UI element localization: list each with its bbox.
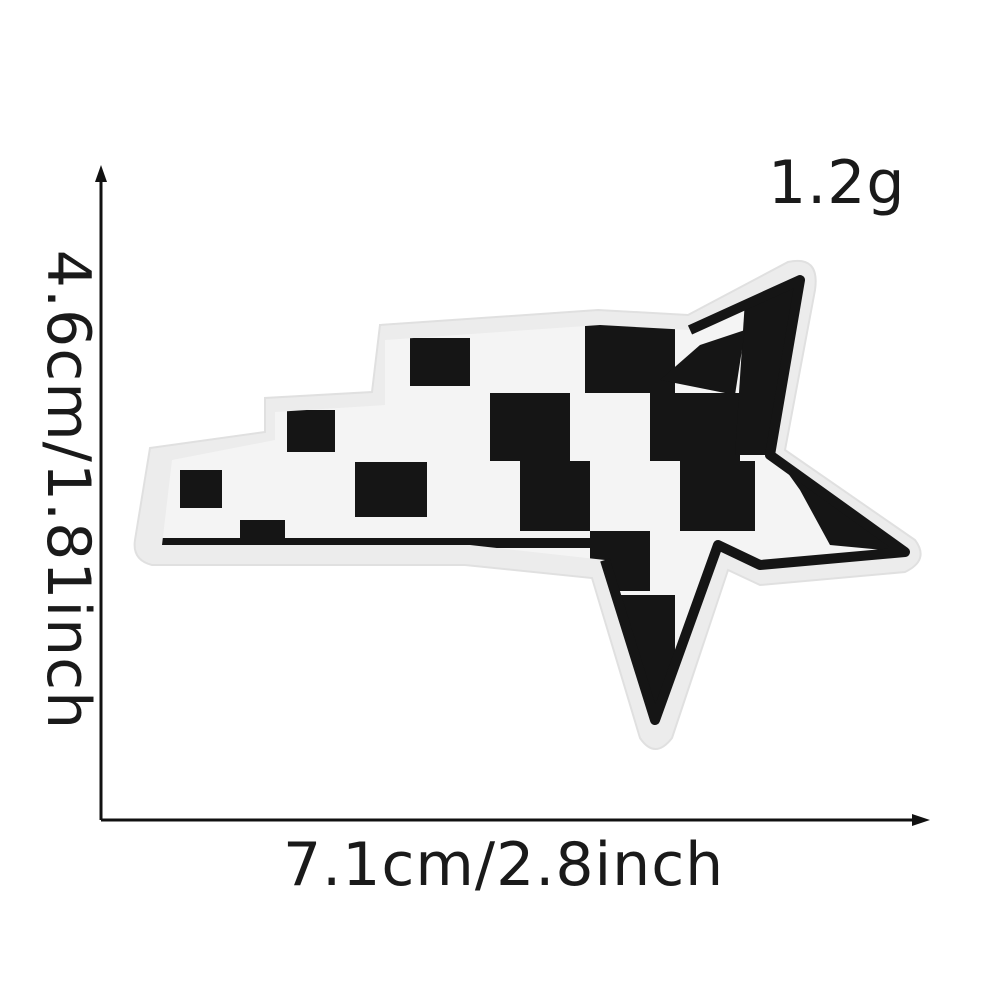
checker-square [287,410,335,452]
checker-square [650,393,740,461]
width-dimension-label: 7.1cm/2.8inch [283,830,724,900]
checker-square [410,338,470,386]
weight-label: 1.2g [768,148,906,218]
checker-square [355,462,427,517]
checker-square [520,461,590,531]
checker-square [680,461,755,531]
checker-square [585,325,675,393]
checker-square [490,393,570,461]
checker-square [180,470,222,508]
height-dimension-label: 4.6cm/1.81inch [33,250,103,730]
